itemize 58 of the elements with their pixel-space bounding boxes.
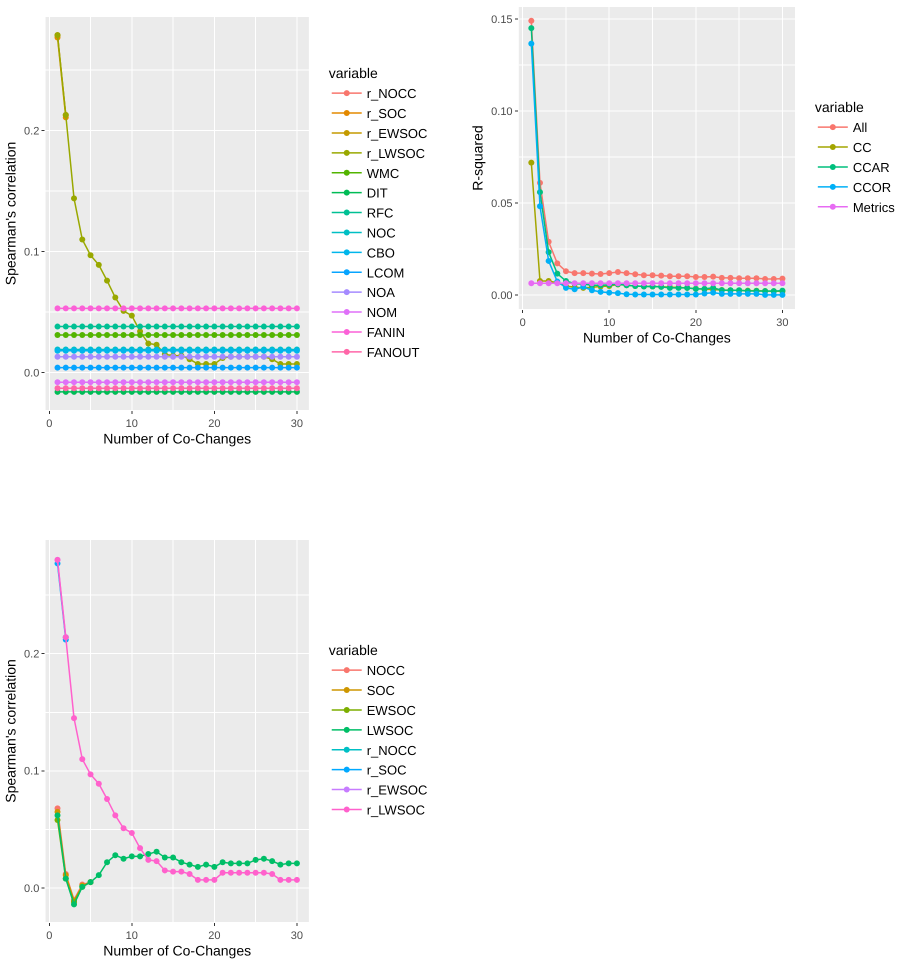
legend-label: Metrics — [852, 200, 896, 215]
legend-label: All — [852, 120, 868, 136]
legend-title: variable — [328, 642, 378, 658]
legend-label: SOC — [366, 683, 395, 698]
legend-label: r_NOCC — [366, 742, 417, 758]
y-tick-label: 0.1 — [24, 766, 40, 778]
legend-label: CC — [852, 140, 872, 156]
legend-label: CCOR — [852, 180, 892, 195]
x-axis-title: Number of Co-Changes — [582, 330, 731, 346]
legend-label: r_SOC — [366, 106, 406, 122]
y-axis-title: Spearman's correlation — [2, 659, 19, 803]
x-tick-label: 10 — [603, 317, 616, 330]
y-tick-label: 0.15 — [491, 14, 513, 26]
legend-label: r_LWSOC — [366, 802, 425, 818]
y-axis-title: R-squared — [470, 125, 486, 191]
x-tick-label: 20 — [208, 930, 220, 942]
x-tick-label: 30 — [290, 930, 304, 942]
y-tick-label: 0.10 — [491, 106, 513, 118]
y-tick-label: 0.0 — [24, 367, 40, 380]
x-tick-label: 20 — [690, 317, 702, 330]
legend-label: NOC — [366, 226, 396, 241]
y-tick-label: 0.2 — [24, 648, 40, 661]
legend-title: variable — [814, 99, 864, 116]
legend-label: NOA — [366, 285, 396, 300]
legend-label: DIT — [366, 186, 388, 201]
legend-label: FANOUT — [366, 344, 420, 360]
y-tick-label: 0.0 — [24, 882, 40, 895]
legend-label: r_EWSOC — [366, 782, 428, 798]
y-tick-label: 0.00 — [491, 290, 513, 302]
x-tick-label: 0 — [520, 317, 526, 330]
legend-label: CBO — [366, 245, 395, 260]
x-axis-title: Number of Co-Changes — [103, 430, 252, 446]
legend-label: NOM — [366, 305, 398, 320]
x-tick-label: 0 — [46, 418, 52, 430]
y-tick-label: 0.1 — [24, 246, 40, 258]
legend-label: r_SOC — [366, 762, 406, 778]
x-axis-title: Number of Co-Changes — [103, 942, 252, 958]
legend-label: FANIN — [366, 325, 406, 340]
legend-title: variable — [328, 65, 378, 82]
x-tick-label: 30 — [290, 418, 304, 430]
x-tick-label: 20 — [208, 418, 220, 430]
legend-label: LCOM — [366, 265, 404, 280]
y-tick-label: 0.2 — [24, 126, 40, 138]
legend-label: r_NOCC — [366, 86, 417, 102]
x-tick-label: 10 — [126, 930, 138, 942]
y-axis-title: Spearman's correlation — [2, 142, 19, 286]
x-tick-label: 10 — [126, 418, 138, 430]
legend-label: RFC — [366, 206, 394, 221]
legend-label: r_LWSOC — [366, 146, 425, 161]
x-tick-label: 0 — [46, 930, 52, 942]
legend-label: CCAR — [852, 160, 890, 176]
legend-label: NOCC — [366, 663, 406, 678]
legend-label: LWSOC — [366, 722, 414, 738]
legend-label: EWSOC — [366, 703, 416, 718]
legend-label: WMC — [366, 166, 400, 181]
y-tick-label: 0.05 — [491, 198, 513, 210]
x-tick-label: 30 — [776, 317, 789, 330]
legend-label: r_EWSOC — [366, 126, 428, 142]
